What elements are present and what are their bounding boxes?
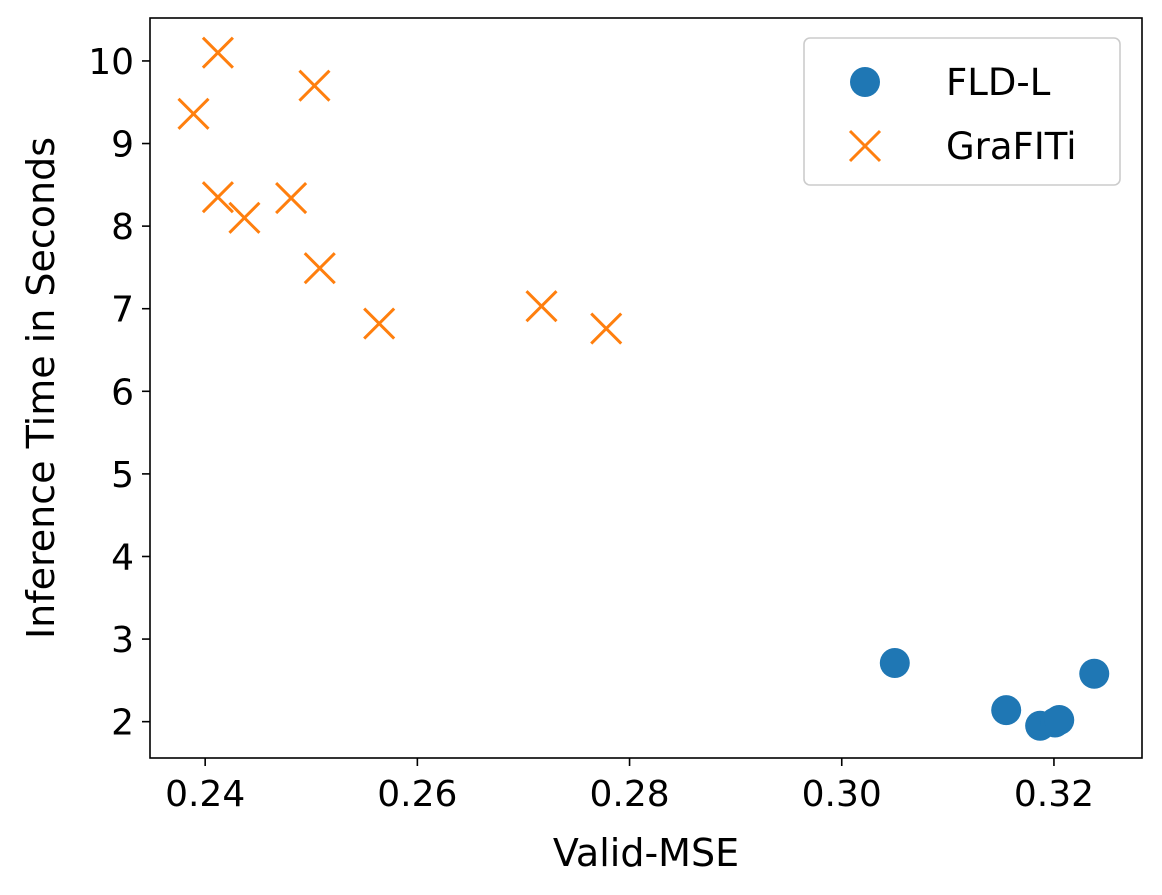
series-layer [177, 36, 1110, 741]
series-fld-l [879, 648, 1110, 741]
x-tick-label: 0.24 [165, 774, 245, 815]
grafiti-point [298, 69, 331, 102]
grafiti-point [275, 181, 308, 215]
y-tick-label: 8 [111, 207, 134, 248]
x-tick-label: 0.26 [377, 774, 457, 815]
series-grafiti [177, 36, 623, 345]
grafiti-point [363, 307, 396, 340]
x-axis-label: Valid-MSE [553, 831, 739, 875]
y-tick-label: 2 [111, 703, 134, 744]
x-tick-label: 0.30 [802, 774, 882, 815]
y-tick-label: 4 [111, 537, 134, 578]
y-tick-label: 5 [111, 455, 134, 496]
grafiti-point [201, 181, 234, 214]
grafiti-point [177, 97, 210, 130]
legend-marker-grafiti [848, 129, 882, 163]
y-tick-label: 6 [111, 372, 134, 413]
legend-entries: FLD-L GraFITi [848, 61, 1077, 168]
y-axis-ticks: 2 3 4 5 6 7 8 9 10 [88, 42, 150, 744]
legend-box [803, 37, 1121, 186]
grafiti-point [525, 290, 558, 323]
x-tick-label: 0.28 [589, 774, 669, 815]
grafiti-point [590, 312, 623, 345]
fld-l-point [1044, 705, 1075, 736]
legend: FLD-L GraFITi [803, 37, 1121, 186]
y-tick-label: 7 [111, 290, 134, 331]
legend-label-grafiti: GraFITi [946, 125, 1077, 168]
legend-label-fld-l: FLD-L [946, 61, 1051, 104]
x-axis-ticks: 0.24 0.26 0.28 0.30 0.32 [165, 758, 1094, 815]
plot-frame [149, 17, 1143, 759]
fld-l-point [991, 695, 1022, 726]
grafiti-point [228, 201, 261, 234]
fld-l-point [879, 648, 910, 679]
fld-l-point [1079, 658, 1110, 689]
y-axis-label: Inference Time in Seconds [19, 137, 63, 639]
x-tick-label: 0.32 [1014, 774, 1094, 815]
grafiti-point [201, 36, 234, 69]
y-tick-label: 10 [88, 42, 134, 83]
y-tick-label: 9 [111, 125, 134, 166]
legend-marker-fld-l [850, 67, 880, 97]
grafiti-point [303, 252, 336, 285]
y-tick-label: 3 [111, 620, 134, 661]
